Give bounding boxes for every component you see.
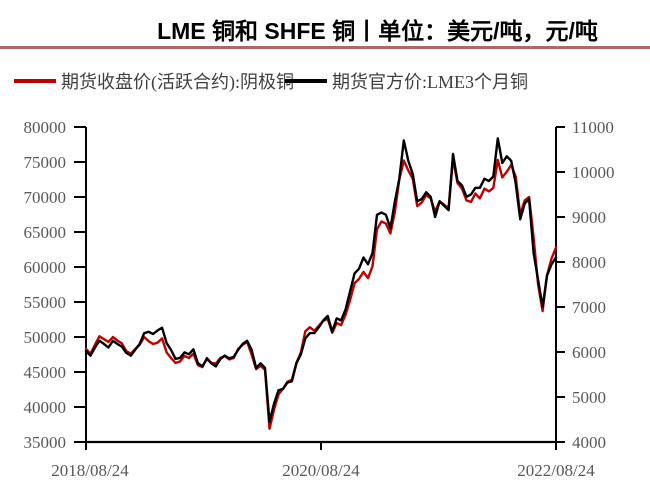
left-axis-tick-label: 40000 (24, 398, 67, 417)
left-axis-tick-label: 65000 (24, 223, 67, 242)
legend-item-lme: 期货官方价:LME3个月铜 (285, 69, 528, 93)
left-axis-tick-label: 35000 (24, 433, 67, 452)
left-axis-tick-label: 50000 (24, 328, 67, 347)
x-axis-tick-label: 2022/08/24 (517, 461, 595, 480)
left-axis-tick-label: 70000 (24, 188, 67, 207)
chart-legend: 期货收盘价(活跃合约):阴极铜 期货官方价:LME3个月铜 (0, 69, 650, 93)
left-axis-tick-label: 75000 (24, 153, 67, 172)
legend-label-lme: 期货官方价:LME3个月铜 (332, 72, 528, 92)
left-axis-tick-label: 80000 (24, 118, 67, 137)
left-axis-tick-label: 60000 (24, 258, 67, 277)
right-axis-tick-label: 11000 (572, 118, 614, 137)
right-axis-tick-label: 6000 (572, 343, 606, 362)
right-axis-tick-label: 10000 (572, 163, 615, 182)
series-line-shfe-copper (84, 157, 558, 430)
right-axis-tick-label: 5000 (572, 388, 606, 407)
chart-title: LME 铜和 SHFE 铜丨单位：美元/吨，元/吨 (157, 18, 598, 44)
legend-label-shfe: 期货收盘价(活跃合约):阴极铜 (61, 72, 294, 92)
right-axis-tick-label: 8000 (572, 253, 606, 272)
right-axis-tick-label: 9000 (572, 208, 606, 227)
x-axis-tick-label: 2020/08/24 (282, 461, 360, 480)
x-axis-tick-label: 2018/08/24 (51, 461, 129, 480)
left-axis-tick-label: 45000 (24, 363, 67, 382)
legend-item-shfe: 期货收盘价(活跃合约):阴极铜 (14, 69, 294, 93)
legend-swatch-shfe-line (14, 79, 56, 83)
right-axis-tick-label: 7000 (572, 298, 606, 317)
right-axis-tick-label: 4000 (572, 433, 606, 452)
left-axis-tick-label: 55000 (24, 293, 67, 312)
legend-swatch-lme-line (285, 79, 327, 83)
series-line-lme-copper (84, 137, 558, 423)
title-rule (0, 46, 650, 49)
